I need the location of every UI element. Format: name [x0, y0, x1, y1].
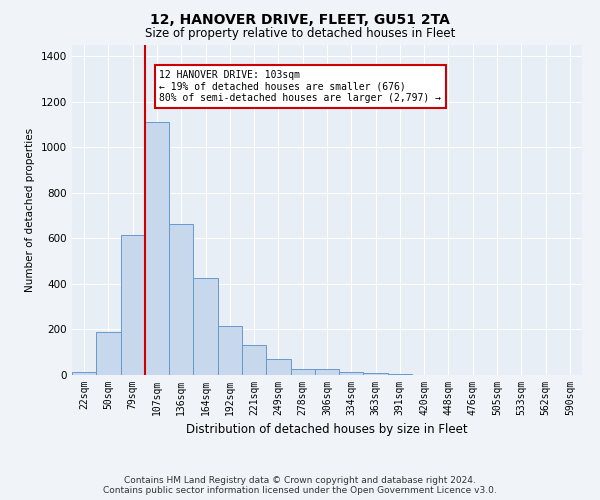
Bar — [218, 326, 242, 375]
Bar — [266, 359, 290, 375]
Bar — [96, 332, 121, 375]
Bar — [242, 346, 266, 375]
Bar — [388, 374, 412, 375]
Bar — [339, 372, 364, 375]
Bar — [290, 368, 315, 375]
Text: 12, HANOVER DRIVE, FLEET, GU51 2TA: 12, HANOVER DRIVE, FLEET, GU51 2TA — [150, 12, 450, 26]
Bar — [145, 122, 169, 375]
Bar — [364, 372, 388, 375]
Text: Size of property relative to detached houses in Fleet: Size of property relative to detached ho… — [145, 28, 455, 40]
Bar — [169, 224, 193, 375]
Text: 12 HANOVER DRIVE: 103sqm
← 19% of detached houses are smaller (676)
80% of semi-: 12 HANOVER DRIVE: 103sqm ← 19% of detach… — [160, 70, 442, 103]
Bar — [72, 372, 96, 375]
X-axis label: Distribution of detached houses by size in Fleet: Distribution of detached houses by size … — [186, 424, 468, 436]
Text: Contains HM Land Registry data © Crown copyright and database right 2024.
Contai: Contains HM Land Registry data © Crown c… — [103, 476, 497, 495]
Bar — [193, 278, 218, 375]
Bar — [315, 368, 339, 375]
Y-axis label: Number of detached properties: Number of detached properties — [25, 128, 35, 292]
Bar — [121, 235, 145, 375]
